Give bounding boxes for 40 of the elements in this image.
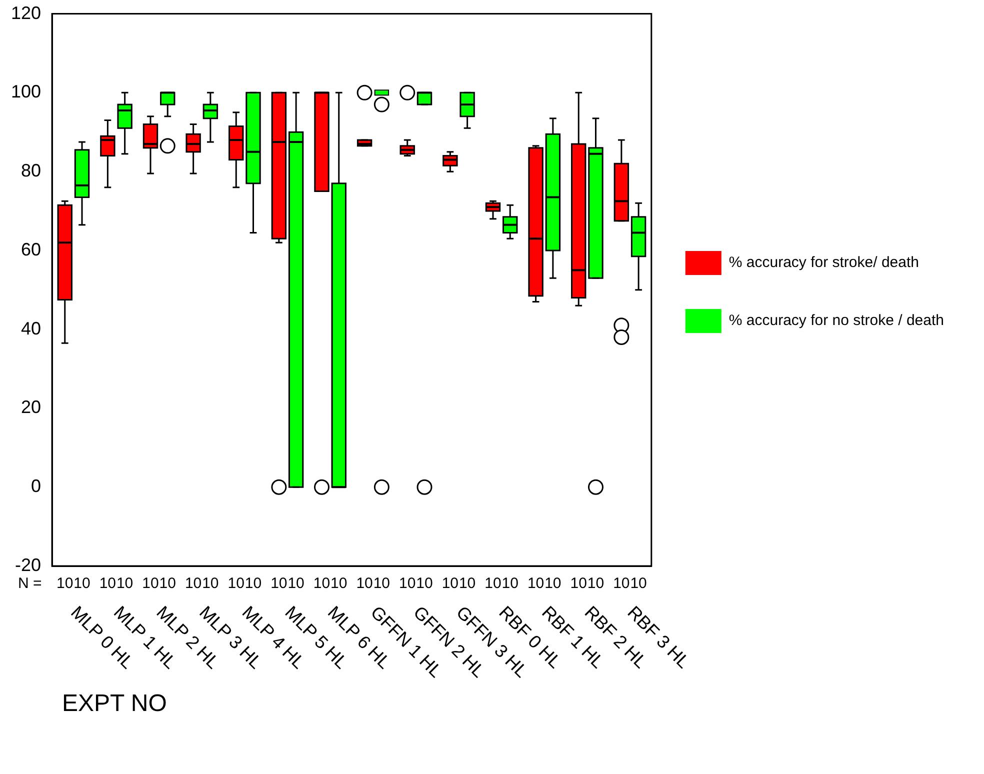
text: 10 [613,575,630,592]
text: 10 [228,575,244,592]
text: 10 [288,575,304,592]
text: 10 [244,575,262,592]
y-tick-label: 40 [21,318,42,338]
text: 10 [527,575,544,592]
text: 10 [74,575,90,592]
x-axis-title: EXPT NO [62,690,167,718]
text: 10 [99,575,116,592]
y-tick-label: 20 [21,397,42,418]
text: 10 [56,575,74,592]
text: 10 [502,575,518,592]
legend-label: % accuracy for stroke/ death [728,254,919,272]
text: 10 [399,575,416,592]
y-tick-label: -20 [15,554,42,575]
text: 10 [142,575,159,592]
text: 10 [587,575,604,592]
text: 10 [313,575,330,592]
y-tick-label: 80 [21,160,42,181]
text: 10 [202,575,219,592]
y-tick-label: 120 [10,2,42,23]
text: 10 [458,575,476,592]
text: 10 [416,575,433,592]
text: 10 [116,575,134,592]
y-tick-label: 0 [31,476,42,496]
legend-label: % accuracy for no stroke / death [728,312,944,330]
text: 10 [159,575,176,592]
text: 10 [270,575,288,592]
text: N = [18,575,42,592]
text: 10 [544,575,562,592]
y-tick-label: 60 [21,239,42,260]
text: 10 [442,575,459,592]
text: 10 [184,575,202,592]
text: 10 [630,575,647,592]
text: 10 [356,575,373,592]
y-tick-label: 100 [10,82,42,102]
text: 10 [330,575,348,592]
text: 10 [484,575,502,592]
text: 10 [570,575,587,592]
text: 10 [373,575,390,592]
